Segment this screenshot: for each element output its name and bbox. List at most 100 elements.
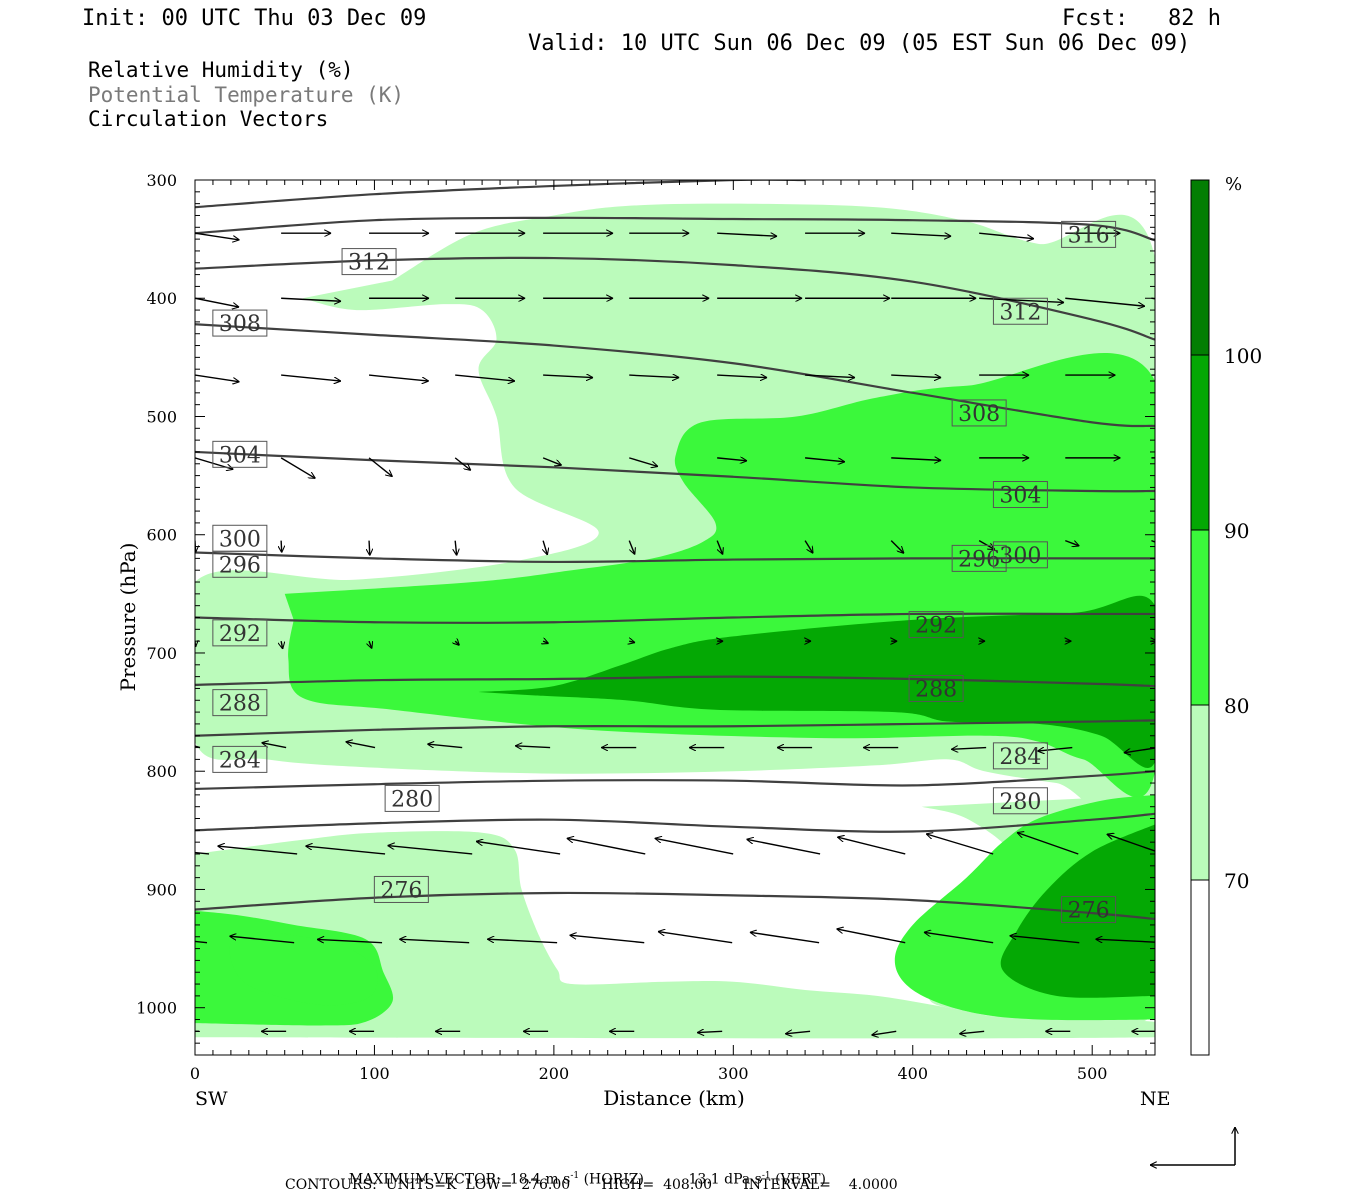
svg-text:304: 304	[219, 443, 261, 468]
circulation-vector	[926, 834, 994, 855]
theta-contour-280	[195, 812, 1155, 833]
circulation-vector	[805, 457, 845, 462]
theta-contour-304	[195, 450, 1155, 493]
circulation-vector	[1065, 539, 1079, 546]
circulation-vector	[1037, 748, 1073, 751]
circulation-vector	[570, 935, 645, 944]
rh-region-70-lower	[195, 831, 1155, 1039]
init-time: Init: 00 UTC Thu 03 Dec 09	[82, 6, 427, 31]
circulation-vector	[785, 1031, 811, 1033]
rh-region-80-southwest-core	[229, 930, 378, 1006]
theta-label-312: 312	[341, 248, 397, 276]
y-tick-label: 500	[146, 407, 177, 426]
circulation-vector	[1107, 834, 1155, 852]
svg-text:292: 292	[915, 614, 957, 639]
max-vector-horiz-exp: -1	[570, 1171, 580, 1181]
svg-text:284: 284	[219, 748, 261, 773]
circulation-vector	[567, 838, 646, 855]
circulation-vector	[717, 458, 747, 461]
circulation-vector	[1010, 936, 1080, 944]
circulation-vector	[455, 540, 456, 556]
colorbar-label: 90	[1224, 519, 1249, 543]
circulation-vector	[747, 839, 821, 855]
y-tick-label: 300	[146, 171, 177, 190]
y-tick-label: 1000	[136, 999, 177, 1018]
colorbar-label: 80	[1224, 694, 1249, 718]
svg-text:316: 316	[1068, 223, 1110, 248]
circulation-vector	[1151, 232, 1155, 235]
theta-contour-316	[195, 180, 806, 209]
circulation-vector	[281, 641, 283, 649]
max-vector-horiz: 18.4 m s	[509, 1171, 571, 1188]
theta-contour-320	[195, 216, 1155, 242]
circulation-vector	[1095, 939, 1155, 942]
svg-text:296: 296	[219, 553, 261, 578]
circulation-vector	[195, 374, 240, 382]
colorbar-label: 70	[1224, 869, 1249, 893]
theta-contour-288	[195, 719, 1155, 737]
rh-region-90-middle	[478, 595, 1155, 768]
circulation-vector	[837, 929, 906, 944]
circulation-vector	[658, 932, 733, 944]
circulation-vector	[281, 540, 282, 553]
theta-label-304: 304	[212, 440, 268, 468]
circulation-vector	[195, 940, 208, 944]
x-axis-right-end: NE	[1140, 1088, 1171, 1110]
field-rh-label: Relative Humidity (%)	[88, 58, 354, 82]
circulation-vector	[628, 540, 635, 555]
x-tick-label: 200	[539, 1064, 570, 1083]
circulation-vector	[543, 641, 549, 643]
svg-text:280: 280	[999, 790, 1041, 815]
circulation-vector	[229, 936, 295, 944]
theta-label-292: 292	[212, 619, 268, 647]
circulation-vector	[1065, 297, 1145, 306]
circulation-vector	[346, 742, 376, 749]
theta-label-300: 300	[992, 541, 1048, 569]
circulation-vector	[629, 641, 635, 642]
theta-label-308: 308	[951, 399, 1007, 427]
circulation-vector	[716, 540, 723, 555]
circulation-vector	[388, 846, 473, 855]
circulation-vector	[455, 641, 459, 645]
svg-text:276: 276	[380, 878, 422, 903]
circulation-vector	[280, 457, 315, 479]
circulation-vector	[218, 846, 298, 855]
circulation-vector	[368, 374, 429, 381]
circulation-vector	[837, 837, 906, 855]
svg-text:308: 308	[219, 312, 261, 337]
x-axis-left-end: SW	[195, 1088, 228, 1110]
circulation-vector	[804, 540, 813, 554]
circulation-vector	[872, 1031, 897, 1035]
svg-text:300: 300	[999, 544, 1041, 569]
svg-text:280: 280	[391, 787, 433, 812]
circulation-vector	[195, 297, 239, 307]
y-tick-label: 700	[146, 644, 177, 663]
svg-text:284: 284	[999, 745, 1041, 770]
circulation-vector	[979, 232, 1034, 238]
svg-text:292: 292	[219, 622, 261, 647]
circulation-vector	[543, 375, 593, 377]
svg-text:308: 308	[958, 402, 1000, 427]
theta-label-288: 288	[212, 689, 268, 717]
circulation-vector	[368, 457, 392, 477]
circulation-vector	[455, 374, 515, 381]
svg-text:300: 300	[219, 527, 261, 552]
theta-contour-296	[195, 612, 1155, 624]
circulation-vector	[697, 1031, 723, 1032]
circulation-vector	[951, 748, 987, 750]
theta-label-288: 288	[908, 674, 964, 702]
circulation-vector	[717, 233, 777, 236]
max-vector-label: MAXIMUM VECTOR:	[348, 1171, 501, 1188]
circulation-vector	[515, 746, 551, 748]
y-tick-label: 600	[146, 526, 177, 545]
x-tick-label: 300	[718, 1064, 749, 1083]
colorbar-segment	[1191, 180, 1209, 355]
field-vector-label: Circulation Vectors	[88, 107, 329, 131]
colorbar-unit: %	[1225, 174, 1242, 195]
circulation-vector	[542, 457, 562, 465]
contours-info: CONTOURS: UNITS=K LOW= 276.00 HIGH= 408.…	[285, 1177, 898, 1193]
field-theta-label: Potential Temperature (K)	[88, 83, 405, 107]
colorbar-segment	[1191, 705, 1209, 880]
theta-label-316: 316	[1061, 220, 1117, 248]
valid-time: Valid: 10 UTC Sun 06 Dec 09 (05 EST Sun …	[528, 31, 1191, 56]
